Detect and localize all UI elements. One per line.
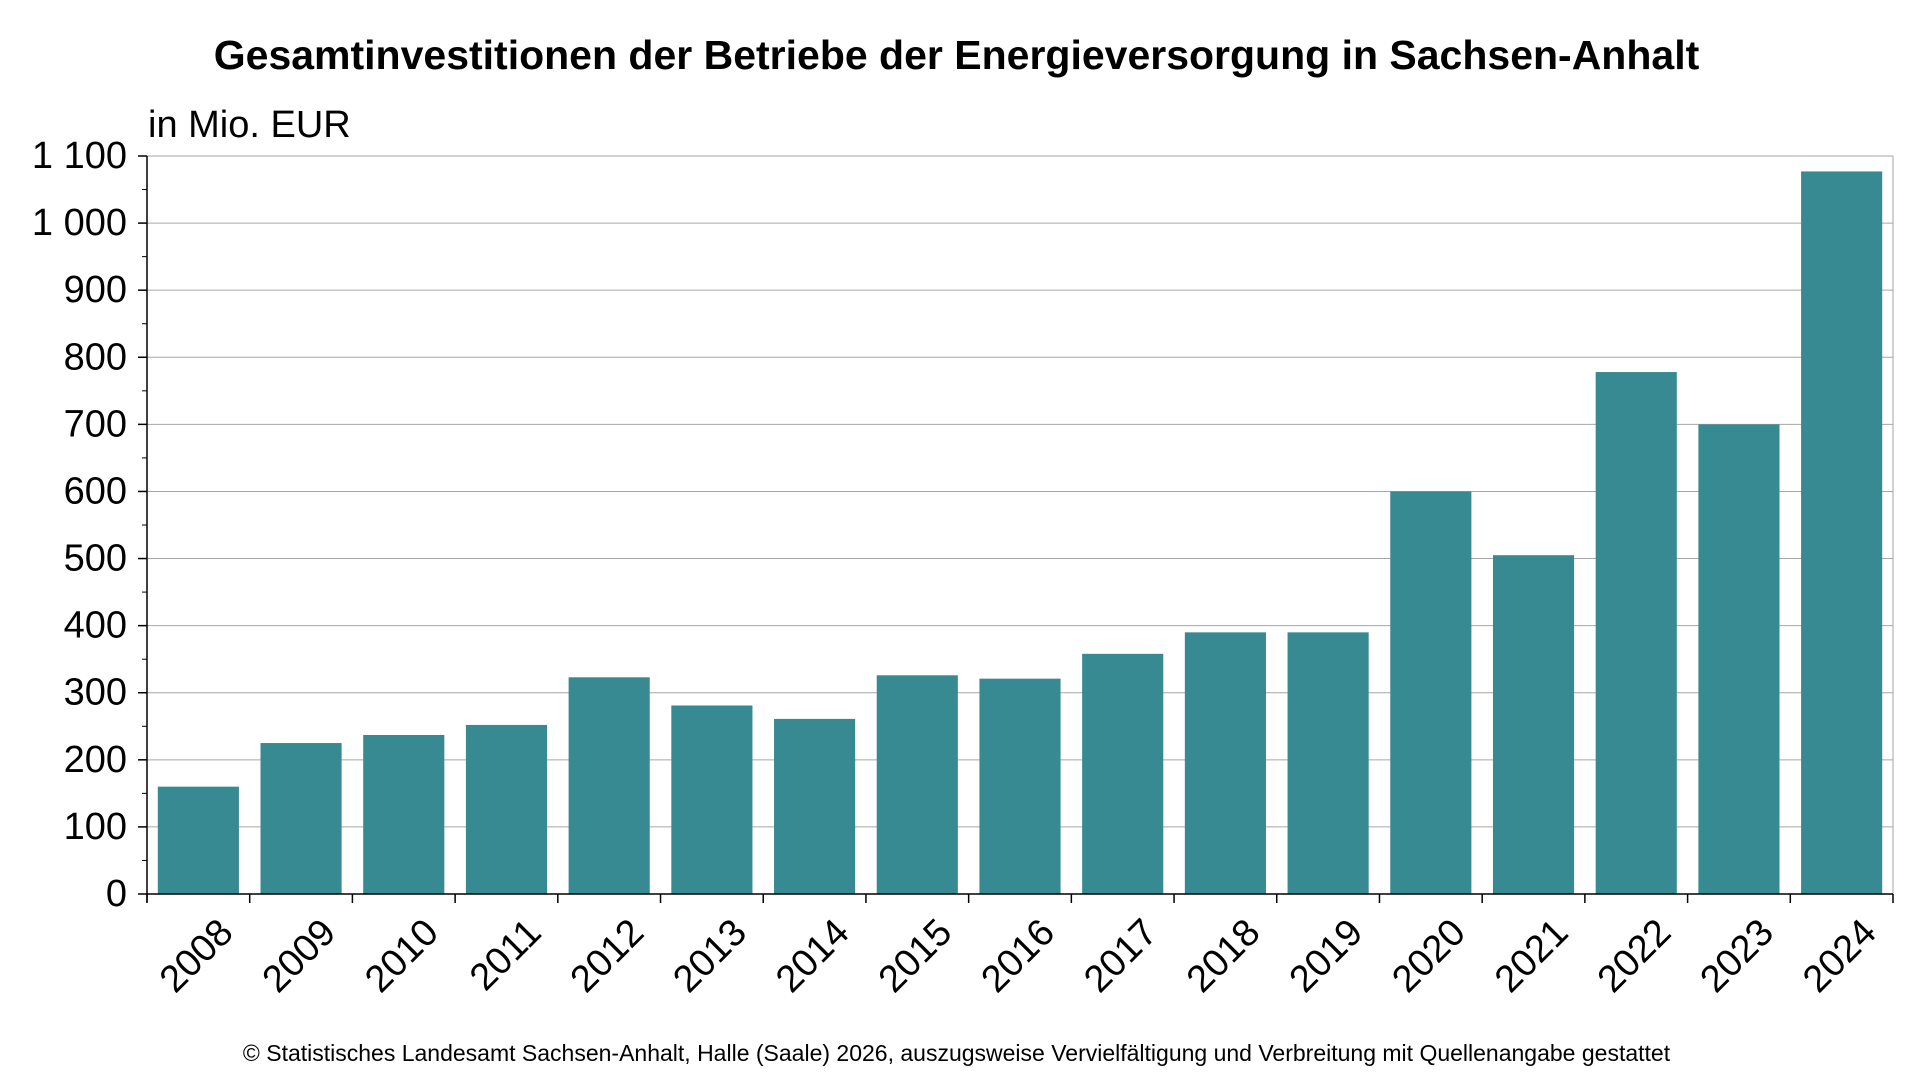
bar-2011	[465, 724, 548, 894]
bar-2021	[1492, 555, 1575, 894]
x-tick-labels: 2008 2009 2010 2011 2012 2013 2014 2015 2016 2017…	[152, 911, 1885, 1000]
y-tick-label: 1 000	[32, 202, 127, 244]
bar-2020	[1390, 491, 1472, 894]
y-tick-label: 0	[106, 873, 127, 915]
x-tick-label: 2016	[974, 911, 1063, 1000]
bars	[157, 171, 1883, 894]
y-tick-label: 600	[64, 470, 127, 512]
x-tick-label: 2022	[1590, 911, 1679, 1000]
x-tick-label: 2011	[462, 911, 549, 998]
bar-2022	[1595, 372, 1677, 894]
x-tick-label: 2008	[152, 911, 241, 1000]
unit-label: in Mio. EUR	[148, 104, 351, 146]
bar-2015	[876, 675, 958, 894]
x-tick-label: 2018	[1179, 911, 1268, 1000]
y-tick-label: 200	[64, 739, 127, 781]
bar-2019	[1287, 632, 1369, 894]
x-tick-label: 2019	[1282, 911, 1371, 1000]
y-tick-label: 400	[64, 605, 127, 647]
x-tick-label: 2017	[1076, 911, 1165, 1000]
bar-2016	[979, 678, 1061, 894]
bar-2010	[363, 734, 445, 894]
bar-2008	[157, 786, 239, 894]
bar-2009	[260, 743, 342, 894]
y-tick-label: 700	[64, 403, 127, 445]
bar-2012	[568, 677, 650, 894]
x-tick-label: 2023	[1692, 911, 1781, 1000]
bar-2013	[671, 705, 753, 894]
bar-2024	[1801, 171, 1883, 894]
chart-title: Gesamtinvestitionen der Betriebe der Ene…	[213, 32, 1700, 78]
y-tick-label: 800	[64, 336, 127, 378]
axes	[138, 155, 1894, 903]
y-tick-label: 1 100	[32, 135, 127, 177]
y-tick-label: 300	[64, 672, 127, 714]
source-credit: © Statistisches Landesamt Sachsen-Anhalt…	[242, 1040, 1671, 1066]
x-tick-label: 2015	[871, 911, 960, 1000]
x-tick-label: 2014	[768, 911, 857, 1000]
bar-2014	[774, 718, 856, 894]
x-tick-label: 2009	[255, 911, 344, 1000]
x-tick-label: 2012	[563, 911, 652, 1000]
x-tick-label: 2010	[357, 911, 446, 1000]
y-tick-labels: 0 100 200 300 400 500 600 700 800 900 1 000 1 100	[32, 135, 127, 915]
bar-2017	[1082, 653, 1164, 894]
x-tick-label: 2021	[1487, 911, 1576, 1000]
x-tick-label: 2013	[665, 911, 754, 1000]
x-tick-label: 2020	[1384, 911, 1473, 1000]
y-tick-label: 100	[64, 806, 127, 848]
y-tick-label: 900	[64, 269, 127, 311]
bar-2018	[1184, 632, 1266, 894]
x-tick-label: 2024	[1795, 911, 1884, 1000]
y-tick-label: 500	[64, 538, 127, 580]
bar-2023	[1698, 424, 1780, 894]
